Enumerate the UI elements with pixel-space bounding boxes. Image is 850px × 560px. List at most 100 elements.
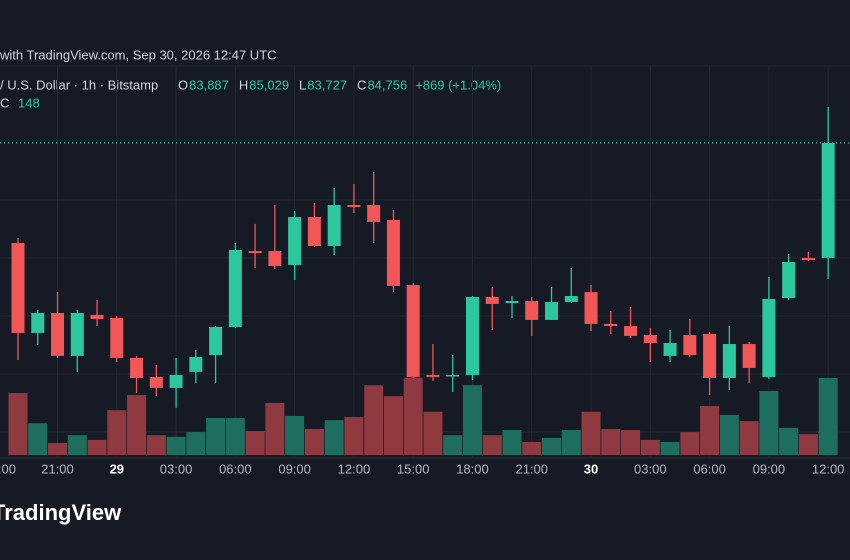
volume-bar <box>423 411 443 455</box>
volume-bar <box>818 377 838 455</box>
volume-bar <box>127 395 147 455</box>
volume-bar <box>739 421 759 455</box>
brand: TradingView <box>0 500 122 525</box>
x-tick-label: 06:00 <box>693 461 726 476</box>
x-tick-label: 09:00 <box>278 461 311 476</box>
candle-body <box>525 301 539 320</box>
volume-bar <box>403 377 423 455</box>
candle-body <box>288 217 302 265</box>
ohlc-label: L <box>299 77 306 92</box>
candle-body <box>209 326 223 355</box>
volume-bar <box>700 406 720 455</box>
candle-body <box>327 205 341 247</box>
x-tick-label: 29 <box>110 461 124 476</box>
volume-bar <box>680 432 700 455</box>
volume-bar <box>621 430 641 455</box>
volume-bar <box>581 411 601 455</box>
x-tick-label: 12:00 <box>812 461 845 476</box>
candle-body <box>762 298 776 377</box>
candle-body <box>782 262 796 298</box>
candle-body <box>386 219 400 286</box>
volume-bar <box>265 402 285 455</box>
volume-bar <box>304 428 324 455</box>
volume-bar <box>462 385 482 455</box>
ohlc-value: 85,029 <box>249 77 289 92</box>
x-tick-label: 03:00 <box>160 461 193 476</box>
volume-bar <box>28 423 48 455</box>
candle-body <box>584 292 598 324</box>
candle-body <box>604 323 618 327</box>
candle-body <box>347 205 361 208</box>
candle-body <box>703 333 717 379</box>
candle-body <box>643 335 657 343</box>
volume-bar <box>48 443 68 455</box>
volume-bar <box>344 416 364 455</box>
volume-bar <box>522 441 542 455</box>
candle-body <box>189 356 203 372</box>
x-tick-label: 09:00 <box>753 461 786 476</box>
candle-body <box>683 335 697 355</box>
symbol: / U.S. Dollar · 1h · Bitstamp <box>0 77 158 92</box>
volume-bar <box>383 396 403 455</box>
candle-body <box>406 285 420 377</box>
x-tick-label: 06:00 <box>219 461 252 476</box>
candle-body <box>228 249 242 327</box>
volume-bar <box>285 415 305 455</box>
candle-body <box>307 217 321 247</box>
candle-body <box>130 357 144 379</box>
volume-bar <box>206 418 226 455</box>
candle-body <box>268 251 282 266</box>
candle-body <box>149 376 163 388</box>
volume-bar <box>640 439 660 455</box>
volume-bar <box>779 427 799 455</box>
candle-body <box>465 296 479 375</box>
volume-bar <box>186 432 206 455</box>
price-change: +869 (+1.04%) <box>415 77 501 92</box>
ohlc-label: C <box>357 77 366 92</box>
x-tick-label: 15:00 <box>397 461 430 476</box>
candle-body <box>821 143 835 258</box>
volume-bar <box>364 385 384 455</box>
candle-body <box>90 314 104 320</box>
volume-bar <box>759 390 779 455</box>
x-tick-label: 12:00 <box>338 461 371 476</box>
volume-bar <box>601 428 621 455</box>
ohlc-label: H <box>239 77 248 92</box>
volume-bar <box>542 437 562 455</box>
candle-body <box>505 301 519 304</box>
ohlc-value: 83,727 <box>307 77 347 92</box>
candle-body <box>11 242 25 333</box>
volume-bar <box>660 441 680 455</box>
volume-bar <box>107 410 127 455</box>
x-tick-label: 03:00 <box>634 461 667 476</box>
volume-bar <box>225 418 245 455</box>
candle-body <box>446 374 460 377</box>
ohlc-value: 83,887 <box>189 77 229 92</box>
candle-body <box>31 312 45 333</box>
candle-body <box>564 296 578 302</box>
volume-bar <box>245 431 265 455</box>
volume-bar <box>502 430 522 455</box>
x-tick-label: 21:00 <box>41 461 74 476</box>
candle-body <box>248 251 262 254</box>
volume-value: 148 <box>18 95 40 110</box>
volume-bar <box>798 434 818 455</box>
ohlc-value: 84,756 <box>367 77 407 92</box>
candle-body <box>110 317 124 358</box>
ohlc-header: O 83,887 H 85,029 L 83,727 C 84,756 +869 (+1.04%… <box>0 77 501 110</box>
volume-bar <box>719 414 739 455</box>
x-tick-label: :00 <box>0 461 16 476</box>
candle-body <box>663 342 677 356</box>
candle-body <box>426 374 440 377</box>
candle-body <box>169 374 183 388</box>
volume-bar <box>324 420 344 455</box>
volume-label: C <box>0 95 9 110</box>
chart-title: with TradingView.com, Sep 30, 2026 12:47… <box>0 47 277 62</box>
x-tick-label: 18:00 <box>456 461 489 476</box>
candle-body <box>70 312 84 356</box>
candle-body <box>367 205 381 222</box>
x-tick-label: 21:00 <box>515 461 548 476</box>
candle-body <box>485 296 499 304</box>
